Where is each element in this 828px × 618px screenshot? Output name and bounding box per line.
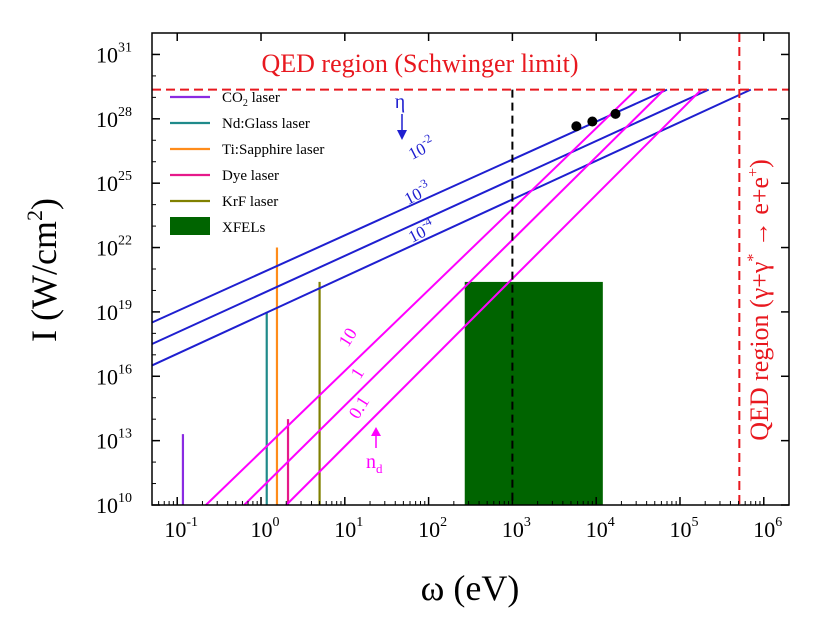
x-tick-label-2: 101: [334, 515, 363, 542]
qed-photon-label: QED region (γ+γ* → e+e+): [745, 159, 774, 441]
x-tick-label-1: 100: [251, 515, 280, 542]
nd-line-label-1: 1: [346, 364, 368, 382]
nd-line-1: [243, 88, 666, 506]
y-tick-label-7: 1031: [96, 40, 132, 67]
legend-label-5: XFELs: [222, 220, 266, 236]
marker-point-0: [571, 121, 582, 132]
legend-label-0: CO2 laser: [222, 90, 280, 109]
eta-line-label-0: 10-2: [403, 131, 437, 164]
x-tick-label-0: 10-1: [164, 515, 198, 542]
legend-swatch-5: [170, 217, 210, 235]
eta-line-0: [151, 88, 668, 324]
qed-schwinger-label: QED region (Schwinger limit): [262, 49, 579, 78]
nd-symbol: nd: [366, 451, 383, 476]
y-tick-label-3: 1019: [96, 298, 132, 325]
lines-layer: [151, 33, 789, 506]
x-tick-label-4: 103: [502, 515, 531, 542]
y-tick-label-4: 1022: [96, 234, 132, 261]
nd-arrowhead: [371, 427, 381, 436]
eta-arrowhead: [397, 130, 407, 140]
eta-line-label-1: 10-3: [399, 176, 433, 209]
legend-label-4: KrF laser: [222, 194, 278, 210]
x-tick-label-3: 102: [418, 515, 447, 542]
x-tick-label-7: 106: [753, 515, 782, 542]
x-tick-label-5: 104: [586, 515, 615, 542]
x-axis-title: ω (eV): [421, 568, 520, 608]
eta-line-1: [151, 88, 710, 345]
marker-point-1: [587, 116, 598, 127]
y-tick-label-5: 1025: [96, 169, 132, 196]
legend-label-1: Nd:Glass laser: [222, 116, 310, 132]
y-axis-title: I (W/cm2): [22, 198, 64, 342]
y-tick-label-6: 1028: [96, 105, 132, 132]
y-tick-label-2: 1016: [96, 362, 132, 389]
xfel-band: [464, 281, 603, 505]
legend-label-2: Ti:Sapphire laser: [222, 142, 324, 158]
legend-label-3: Dye laser: [222, 168, 279, 184]
nd-line-2: [285, 88, 703, 506]
nd-line-0: [205, 88, 637, 506]
ticks-layer: 10-1 100 101 102 103 104 105 106101010131016101…: [96, 33, 789, 542]
x-tick-label-6: 105: [669, 515, 698, 542]
marker-point-2: [610, 108, 621, 119]
y-tick-label-1: 1013: [96, 427, 132, 454]
nd-line-label-2: 0.1: [344, 392, 373, 422]
eta-line-2: [151, 88, 752, 367]
y-tick-label-0: 1010: [96, 491, 132, 518]
eta-line-label-2: 10-4: [403, 214, 437, 247]
nd-line-label-0: 10: [334, 324, 360, 350]
fill-layer: [464, 281, 603, 505]
legend: CO2 laser Nd:Glass laser Ti:Sapphire laser…: [170, 90, 324, 236]
eta-symbol: η: [395, 91, 405, 113]
